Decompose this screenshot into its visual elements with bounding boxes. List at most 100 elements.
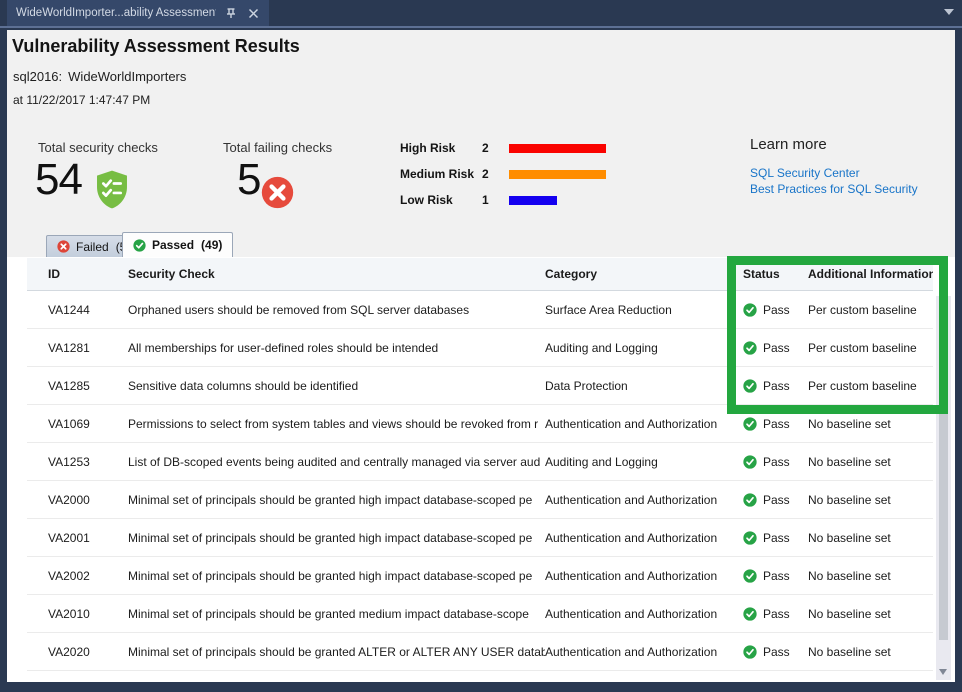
scroll-up-icon[interactable] [939, 301, 947, 307]
row-id: VA1281 [27, 341, 128, 355]
row-status: Pass [743, 493, 808, 507]
risk-row: Low Risk1 [400, 187, 606, 213]
row-status-label: Pass [763, 379, 790, 393]
failed-tab-icon [57, 240, 70, 253]
document-content: Vulnerability Assessment Results sql2016… [7, 30, 955, 682]
table-row[interactable]: VA1281All memberships for user-defined r… [27, 329, 933, 367]
row-category: Auditing and Logging [545, 455, 743, 469]
learn-more-link[interactable]: Best Practices for SQL Security [750, 182, 918, 198]
risk-value: 2 [482, 141, 509, 155]
row-status: Pass [743, 569, 808, 583]
table-row[interactable]: VA1285Sensitive data columns should be i… [27, 367, 933, 405]
document-tab-bar: WideWorldImporter...ability Assessment [0, 0, 962, 28]
risk-value: 1 [482, 193, 509, 207]
scroll-down-icon[interactable] [939, 669, 947, 675]
tab-passed[interactable]: Passed (49) [122, 232, 233, 257]
row-category: Authentication and Authorization [545, 607, 743, 621]
row-security-check: Permissions to select from system tables… [128, 417, 545, 431]
row-additional-info: No baseline set [808, 531, 933, 545]
table-row[interactable]: VA1069Permissions to select from system … [27, 405, 933, 443]
document-tab[interactable]: WideWorldImporter...ability Assessment [7, 0, 269, 26]
col-header-additional-information[interactable]: Additional Information [808, 267, 933, 281]
pass-icon [743, 645, 757, 659]
row-status-label: Pass [763, 607, 790, 621]
row-category: Authentication and Authorization [545, 531, 743, 545]
row-security-check: List of DB-scoped events being audited a… [128, 455, 545, 469]
close-icon[interactable] [246, 6, 260, 20]
shield-checklist-icon [93, 169, 131, 215]
server-label: sql2016: [13, 69, 62, 84]
risk-label: High Risk [400, 141, 482, 155]
summary-panel: Vulnerability Assessment Results sql2016… [7, 30, 955, 257]
pass-icon [743, 569, 757, 583]
total-checks-value: 54 [35, 158, 82, 202]
row-id: VA2002 [27, 569, 128, 583]
page-title: Vulnerability Assessment Results [12, 36, 300, 57]
row-status-label: Pass [763, 341, 790, 355]
learn-more-links: SQL Security CenterBest Practices for SQ… [750, 166, 918, 197]
app-window: WideWorldImporter...ability Assessment V… [0, 0, 962, 692]
row-id: VA2010 [27, 607, 128, 621]
col-header-status[interactable]: Status [743, 267, 808, 281]
risk-row: High Risk2 [400, 135, 606, 161]
row-id: VA2020 [27, 645, 128, 659]
row-security-check: All memberships for user-defined roles s… [128, 341, 545, 355]
table-header: ID Security Check Category Status Additi… [27, 258, 933, 291]
pass-icon [743, 455, 757, 469]
row-category: Authentication and Authorization [545, 645, 743, 659]
row-security-check: Minimal set of principals should be gran… [128, 569, 545, 583]
pass-icon [743, 303, 757, 317]
row-additional-info: Per custom baseline [808, 341, 933, 355]
pass-icon [743, 417, 757, 431]
vertical-scrollbar[interactable] [936, 296, 951, 680]
pin-icon[interactable] [224, 6, 238, 20]
error-circle-icon [261, 176, 294, 214]
row-additional-info: No baseline set [808, 645, 933, 659]
failing-checks-value: 5 [237, 158, 260, 202]
row-security-check: Minimal set of principals should be gran… [128, 493, 545, 507]
risk-row: Medium Risk2 [400, 161, 606, 187]
risk-bar [509, 196, 557, 205]
row-status: Pass [743, 645, 808, 659]
server-database: sql2016: WideWorldImporters [13, 69, 186, 84]
failing-checks-label: Total failing checks [223, 140, 332, 155]
row-id: VA1069 [27, 417, 128, 431]
row-status: Pass [743, 417, 808, 431]
pass-icon [743, 379, 757, 393]
table-row[interactable]: VA2002Minimal set of principals should b… [27, 557, 933, 595]
col-header-category[interactable]: Category [545, 267, 743, 281]
row-security-check: Minimal set of principals should be gran… [128, 607, 545, 621]
col-header-security-check[interactable]: Security Check [128, 267, 545, 281]
table-row[interactable]: VA2020Minimal set of principals should b… [27, 633, 933, 671]
scrollbar-thumb[interactable] [939, 312, 948, 640]
table-row[interactable]: VA2000Minimal set of principals should b… [27, 481, 933, 519]
tab-list-dropdown-icon[interactable] [944, 9, 954, 15]
row-category: Data Protection [545, 379, 743, 393]
table-row[interactable]: VA2001Minimal set of principals should b… [27, 519, 933, 557]
learn-more-link[interactable]: SQL Security Center [750, 166, 918, 182]
row-additional-info: No baseline set [808, 455, 933, 469]
row-id: VA2000 [27, 493, 128, 507]
row-status-label: Pass [763, 569, 790, 583]
row-status-label: Pass [763, 645, 790, 659]
row-category: Surface Area Reduction [545, 303, 743, 317]
col-header-id[interactable]: ID [27, 267, 128, 281]
row-status-label: Pass [763, 493, 790, 507]
row-status: Pass [743, 607, 808, 621]
table-row[interactable]: VA1253List of DB-scoped events being aud… [27, 443, 933, 481]
learn-more-title: Learn more [750, 136, 918, 153]
row-security-check: Minimal set of principals should be gran… [128, 531, 545, 545]
table-row[interactable]: VA1244Orphaned users should be removed f… [27, 291, 933, 329]
row-id: VA2001 [27, 531, 128, 545]
row-category: Authentication and Authorization [545, 493, 743, 507]
risk-bar [509, 144, 606, 153]
row-id: VA1253 [27, 455, 128, 469]
row-category: Authentication and Authorization [545, 569, 743, 583]
row-category: Auditing and Logging [545, 341, 743, 355]
risk-legend: High Risk2Medium Risk2Low Risk1 [400, 135, 606, 213]
row-status-label: Pass [763, 455, 790, 469]
tab-failed-label: Failed [76, 240, 109, 254]
database-name: WideWorldImporters [68, 69, 186, 84]
table-row[interactable]: VA2010Minimal set of principals should b… [27, 595, 933, 633]
learn-more-section: Learn more SQL Security CenterBest Pract… [750, 136, 918, 197]
